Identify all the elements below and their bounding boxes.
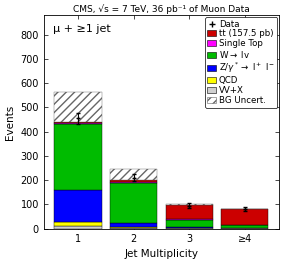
Bar xyxy=(55,190,102,222)
Bar xyxy=(166,228,213,229)
Bar xyxy=(166,220,213,227)
Title: CMS, √s = 7 TeV, 36 pb⁻¹ of Muon Data: CMS, √s = 7 TeV, 36 pb⁻¹ of Muon Data xyxy=(73,5,250,15)
Y-axis label: Events: Events xyxy=(5,104,15,140)
X-axis label: Jet Multiplicity: Jet Multiplicity xyxy=(124,249,199,259)
Bar xyxy=(110,182,157,183)
Bar xyxy=(110,227,157,228)
Bar xyxy=(55,122,102,123)
Bar xyxy=(110,183,157,223)
Bar xyxy=(55,92,102,122)
Bar xyxy=(55,226,102,229)
Bar xyxy=(110,223,157,227)
Bar xyxy=(166,219,213,220)
Bar xyxy=(55,123,102,124)
Legend: Data, tt (157.5 pb), Single Top, W$\rightarrow$ lv, Z/$\gamma^*$$\rightarrow$ l$: Data, tt (157.5 pb), Single Top, W$\righ… xyxy=(205,17,277,108)
Bar xyxy=(55,222,102,226)
Bar xyxy=(110,228,157,229)
Bar xyxy=(221,209,268,225)
Text: μ + ≥1 jet: μ + ≥1 jet xyxy=(53,24,111,34)
Bar xyxy=(110,180,157,182)
Bar xyxy=(166,227,213,228)
Bar xyxy=(55,124,102,190)
Bar xyxy=(166,205,213,219)
Bar xyxy=(110,169,157,180)
Bar xyxy=(221,225,268,228)
